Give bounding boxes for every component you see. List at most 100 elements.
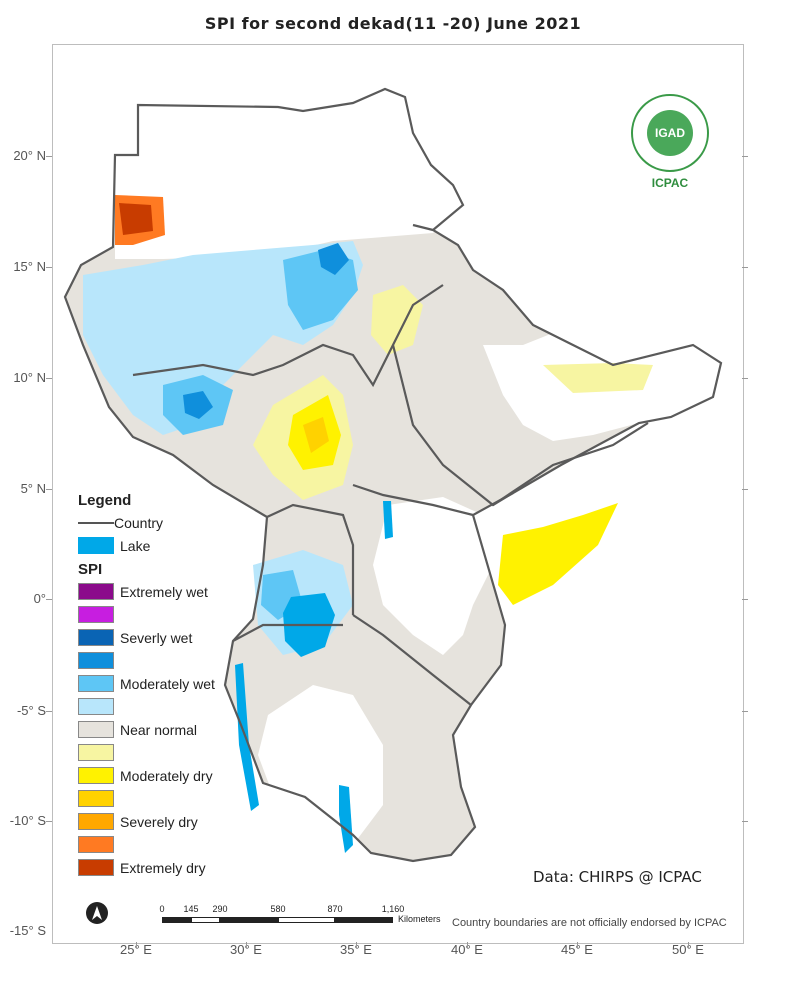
lat-label-20n: 20° N — [13, 148, 46, 163]
border-kenya-north — [352, 483, 474, 517]
lat-tick — [46, 267, 52, 268]
spi-class-row: Severely dry — [78, 810, 248, 833]
region-no-data-tanzania — [258, 685, 383, 845]
lat-label-15s: -15° S — [9, 923, 46, 938]
lat-label-5s: -5° S — [16, 703, 46, 718]
scale-tick-1160: 1,160 — [381, 904, 405, 914]
lake-turkana — [383, 501, 393, 539]
spi-class-list: Extremely wet Severly wet Moderately wet Ne… — [78, 580, 248, 879]
lon-tick — [356, 942, 357, 948]
spi-class-label: Severly wet — [120, 629, 193, 646]
spi-class-swatch — [78, 583, 114, 600]
lat-tick — [742, 711, 748, 712]
spi-class-swatch — [78, 675, 114, 692]
country-outline-region — [63, 87, 723, 863]
spi-class-label: Moderately wet — [120, 675, 215, 692]
country-line-swatch — [78, 521, 114, 524]
spi-class-row: Severly wet — [78, 626, 248, 649]
lat-tick — [742, 267, 748, 268]
lon-label-30e: 30° E — [230, 942, 262, 957]
scale-unit: Kilometers — [398, 914, 441, 924]
spi-class-row: Extremely dry — [78, 856, 248, 879]
region-no-data-kenya — [373, 497, 493, 655]
spi-class-label: Near normal — [120, 721, 198, 738]
scale-segment — [162, 917, 191, 923]
logo-inner-text: IGAD — [647, 110, 693, 156]
spi-class-swatch — [78, 790, 114, 807]
legend-spi-heading: SPI — [78, 561, 103, 578]
spi-class-swatch — [78, 859, 114, 876]
scale-segment — [191, 917, 220, 923]
scale-segment — [220, 917, 278, 923]
spi-class-label: Extremely wet — [120, 583, 208, 600]
border-eritrea — [412, 223, 434, 232]
legend-country-row: Country — [78, 511, 248, 534]
scale-bar: 0 145 290 580 870 1,160 Kilometers — [159, 904, 440, 924]
spi-class-swatch — [78, 721, 114, 738]
spi-class-swatch — [78, 836, 114, 853]
spi-class-label: Moderately dry — [120, 767, 213, 784]
logo-acronym: ICPAC — [651, 176, 689, 190]
region-severly-wet-sudan — [318, 243, 349, 275]
legend-country-label: Country — [114, 514, 164, 531]
lat-label-10n: 10° N — [13, 370, 46, 385]
lat-tick — [742, 489, 748, 490]
region-severly-wet-car — [183, 391, 213, 419]
spi-class-label: Severely dry — [120, 813, 198, 830]
scale-tick-0: 0 — [159, 904, 165, 914]
lat-label-10s: -10° S — [9, 813, 46, 828]
map-title: SPI for second dekad(11 -20) June 2021 — [204, 14, 582, 33]
scale-segment — [278, 917, 335, 923]
scale-tick-290: 290 — [212, 904, 228, 914]
region-extremely-dry-nw-core — [119, 203, 153, 235]
lake-malawi — [339, 785, 353, 853]
scale-tick-145: 145 — [183, 904, 199, 914]
spi-class-swatch — [78, 744, 114, 761]
spi-class-row — [78, 603, 248, 626]
spi-class-row: Moderately wet — [78, 672, 248, 695]
spi-class-swatch — [78, 652, 114, 669]
lat-tick — [742, 599, 748, 600]
lat-tick — [46, 156, 52, 157]
border-somalia-ethiopia — [492, 422, 649, 506]
spi-class-swatch — [78, 813, 114, 830]
border-kenya-tanzania — [352, 614, 472, 706]
region-no-data-north — [115, 89, 463, 259]
spi-class-swatch — [78, 629, 114, 646]
lat-tick — [46, 489, 52, 490]
lon-tick — [136, 942, 137, 948]
map-frame — [52, 44, 744, 944]
lat-tick — [742, 821, 748, 822]
scale-segment — [335, 917, 393, 923]
legend-heading: Legend — [78, 492, 132, 509]
lon-label-25e: 25° E — [120, 942, 152, 957]
data-credit: Data: CHIRPS @ ICPAC — [533, 868, 702, 886]
spi-class-label: Extremely dry — [120, 859, 206, 876]
country-boundaries — [63, 87, 723, 863]
lat-label-0: 0° — [33, 591, 46, 606]
lake-tanganyika — [235, 663, 259, 811]
lat-label-15n: 15° N — [13, 259, 46, 274]
lon-label-50e: 50° E — [672, 942, 704, 957]
region-dry-somaliland — [543, 363, 653, 393]
region-severely-dry-ssudan — [303, 417, 329, 453]
spi-map — [63, 87, 723, 863]
lon-label-40e: 40° E — [451, 942, 483, 957]
spi-class-row — [78, 695, 248, 718]
legend: Legend Country Lake SPI Extremely wet Sev… — [78, 492, 248, 879]
lake-swatch — [78, 537, 114, 554]
lat-label-5n: 5° N — [20, 481, 46, 496]
legend-lake-label: Lake — [120, 537, 151, 554]
lon-label-35e: 35° E — [340, 942, 372, 957]
north-arrow-icon — [86, 902, 108, 924]
spi-class-row — [78, 649, 248, 672]
spi-class-row: Near normal — [78, 718, 248, 741]
spi-class-row — [78, 787, 248, 810]
scale-tick-580: 580 — [270, 904, 286, 914]
region-dry-ethiopia — [371, 285, 423, 355]
border-sudan-south — [132, 284, 444, 388]
icpac-logo: IGAD ICPAC — [630, 94, 710, 190]
legend-lake-row: Lake — [78, 534, 248, 557]
lat-tick — [46, 821, 52, 822]
lat-tick — [46, 378, 52, 379]
